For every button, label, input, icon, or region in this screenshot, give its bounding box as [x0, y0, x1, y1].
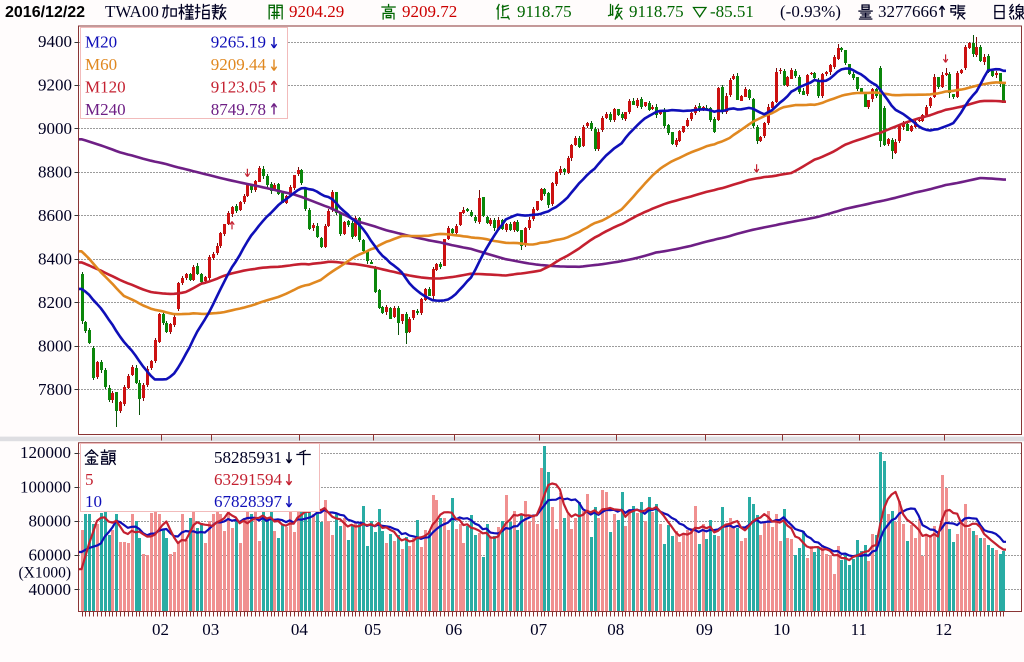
svg-text:9118.75: 9118.75 [629, 2, 684, 21]
svg-text:9204.29: 9204.29 [289, 2, 344, 21]
svg-text:67828397: 67828397 [214, 492, 283, 511]
svg-text:8000: 8000 [38, 336, 72, 355]
svg-text:2016/12/22: 2016/12/22 [5, 4, 85, 21]
svg-text:10: 10 [85, 492, 102, 511]
svg-text:06: 06 [445, 620, 462, 639]
svg-text:M240: M240 [85, 100, 126, 119]
svg-text:M120: M120 [85, 78, 126, 97]
svg-text:08: 08 [607, 620, 624, 639]
svg-text:100000: 100000 [20, 477, 71, 496]
svg-text:8600: 8600 [38, 206, 72, 225]
svg-text:9265.19: 9265.19 [211, 33, 266, 52]
svg-text:02: 02 [152, 620, 169, 639]
svg-text:05: 05 [364, 620, 381, 639]
svg-text:80000: 80000 [29, 512, 72, 531]
svg-text:11: 11 [851, 620, 867, 639]
svg-text:60000: 60000 [29, 546, 72, 565]
svg-text:10: 10 [773, 620, 790, 639]
svg-text:M60: M60 [85, 55, 117, 74]
svg-text:9123.05: 9123.05 [211, 78, 266, 97]
svg-text:TWA00: TWA00 [105, 2, 159, 21]
svg-text:7800: 7800 [38, 380, 72, 399]
svg-text:8400: 8400 [38, 249, 72, 268]
svg-text:-85.51: -85.51 [710, 2, 754, 21]
svg-text:9118.75: 9118.75 [517, 2, 572, 21]
svg-text:3277666: 3277666 [878, 2, 938, 21]
svg-text:12: 12 [935, 620, 952, 639]
svg-text:M20: M20 [85, 33, 117, 52]
svg-text:8200: 8200 [38, 293, 72, 312]
svg-text:40000: 40000 [29, 580, 72, 599]
svg-text:63291594: 63291594 [214, 470, 283, 489]
svg-text:(X1000): (X1000) [18, 565, 71, 582]
svg-text:58285931: 58285931 [214, 448, 282, 467]
svg-text:9209.44: 9209.44 [211, 55, 267, 74]
svg-text:9400: 9400 [38, 32, 72, 51]
svg-text:07: 07 [530, 620, 548, 639]
svg-text:9209.72: 9209.72 [402, 2, 457, 21]
svg-text:09: 09 [696, 620, 713, 639]
svg-text:04: 04 [291, 620, 309, 639]
svg-text:(-0.93%): (-0.93%) [780, 2, 841, 21]
svg-text:8749.78: 8749.78 [211, 100, 266, 119]
svg-text:03: 03 [202, 620, 219, 639]
svg-text:8800: 8800 [38, 163, 72, 182]
svg-text:9000: 9000 [38, 119, 72, 138]
svg-text:5: 5 [85, 470, 94, 489]
svg-text:9200: 9200 [38, 76, 72, 95]
svg-text:120000: 120000 [20, 443, 71, 462]
